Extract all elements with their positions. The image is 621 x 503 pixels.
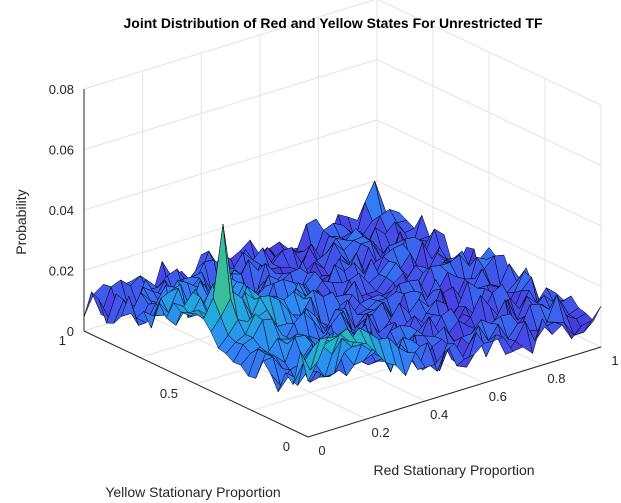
y-axis-line [83,330,309,438]
chart-title: Joint Distribution of Red and Yellow Sta… [123,15,542,31]
grid-line-z [83,0,376,90]
y-tick-label: 1 [59,333,66,348]
x-axis-label: Red Stationary Proportion [373,462,534,478]
x-tick-label: 0.2 [372,425,390,440]
x-tick-label: 0.6 [489,389,507,404]
z-tick-label: 0 [67,324,74,339]
x-tick-label: 0.8 [547,371,565,386]
grid-line-z [83,119,378,211]
y-axis-label: Yellow Stationary Proportion [105,484,280,500]
x-axis-line [307,346,602,438]
surface-mesh [83,180,602,393]
z-tick-label: 0.08 [49,82,74,97]
x-tick-label: 0 [318,443,325,458]
z-axis-label: Probability [13,189,29,254]
grid-line-z [83,180,378,271]
surface-patch [300,351,319,383]
x-tick-label: 1 [611,353,618,368]
z-tick-label: 0.06 [49,143,74,158]
y-tick-label: 0 [283,439,290,454]
z-tick-label: 0.04 [49,203,74,218]
x-tick-label: 0.4 [430,407,448,422]
z-tick-label: 0.02 [49,264,74,279]
y-tick-label: 0.5 [160,386,178,401]
grid-line-z [83,59,378,150]
